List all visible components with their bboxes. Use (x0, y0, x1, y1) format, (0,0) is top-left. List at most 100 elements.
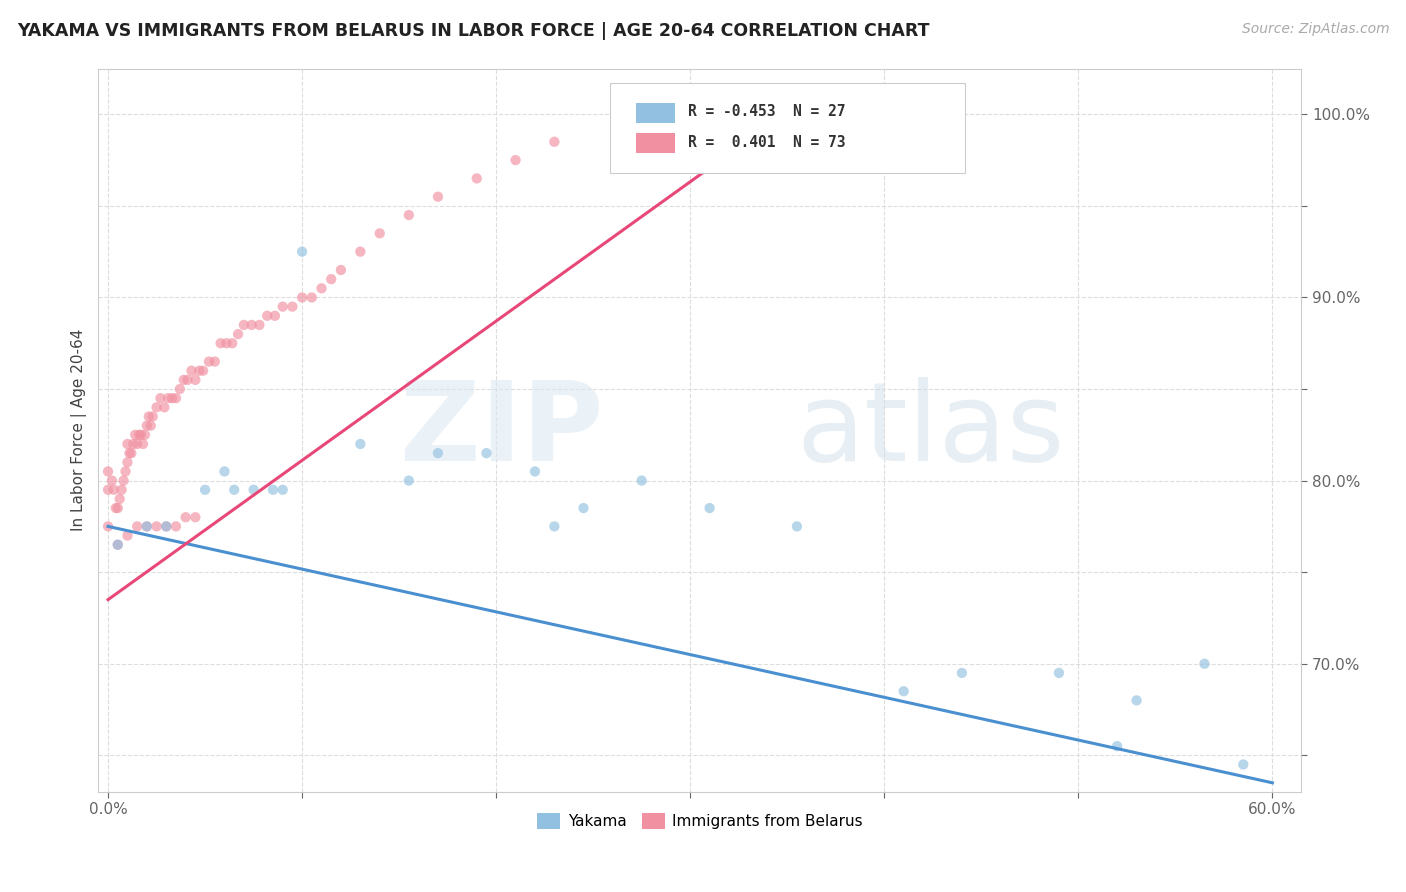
Point (204, 354, 226, 368)
Text: R = -0.453  N = 27: R = -0.453 N = 27 (688, 104, 845, 120)
Point (132, 437, 155, 451)
Point (135, 519, 157, 533)
Point (291, 244, 314, 259)
Bar (636, 103, 675, 123)
Point (107, 501, 129, 516)
Point (173, 373, 195, 387)
Point (572, 501, 595, 516)
Text: Source: ZipAtlas.com: Source: ZipAtlas.com (1241, 22, 1389, 37)
Point (398, 474, 420, 488)
Text: ZIP: ZIP (401, 376, 603, 483)
Point (104, 501, 127, 516)
Point (329, 263, 352, 277)
Point (249, 318, 271, 332)
Point (1047, 665, 1070, 680)
Legend: Yakama, Immigrants from Belarus: Yakama, Immigrants from Belarus (531, 806, 869, 835)
Point (1232, 757, 1254, 772)
Point (180, 364, 202, 378)
Point (271, 483, 294, 497)
Point (101, 474, 124, 488)
Text: atlas: atlas (796, 376, 1064, 483)
Point (242, 483, 264, 497)
Point (149, 391, 172, 405)
Point (1107, 739, 1129, 754)
Point (176, 373, 198, 387)
Point (138, 409, 160, 424)
Text: R =  0.401  N = 73: R = 0.401 N = 73 (688, 135, 845, 150)
Point (111, 483, 134, 497)
Point (232, 318, 254, 332)
Point (426, 190, 449, 204)
Point (97, 519, 120, 533)
Point (184, 373, 207, 387)
Point (214, 465, 236, 479)
Point (134, 427, 156, 442)
Point (169, 382, 191, 396)
Point (117, 528, 139, 542)
Point (215, 336, 238, 351)
Point (108, 491, 131, 506)
Point (165, 519, 187, 533)
Point (142, 409, 165, 424)
Point (543, 135, 565, 149)
Point (505, 153, 527, 167)
FancyBboxPatch shape (610, 83, 965, 173)
Point (117, 455, 139, 469)
Point (128, 427, 150, 442)
Point (129, 427, 152, 442)
Point (271, 300, 294, 314)
Point (209, 336, 232, 351)
Point (256, 309, 278, 323)
Point (893, 684, 915, 698)
Point (191, 364, 214, 378)
Point (174, 510, 197, 524)
Point (786, 519, 808, 533)
Point (301, 290, 323, 304)
Point (120, 446, 142, 460)
Point (155, 519, 177, 533)
Point (349, 437, 371, 451)
Point (118, 446, 141, 460)
Point (398, 208, 420, 222)
Point (194, 483, 217, 497)
Point (145, 401, 167, 415)
Point (281, 300, 304, 314)
Point (523, 465, 546, 479)
Point (155, 519, 177, 533)
Point (97, 465, 120, 479)
Point (1194, 657, 1216, 671)
Point (124, 427, 146, 442)
Point (475, 446, 498, 460)
Point (122, 437, 145, 451)
Point (262, 483, 284, 497)
Y-axis label: In Labor Force | Age 20-64: In Labor Force | Age 20-64 (72, 329, 87, 532)
Point (160, 391, 183, 405)
Point (103, 483, 125, 497)
Point (950, 665, 973, 680)
Point (157, 391, 180, 405)
Point (188, 364, 211, 378)
Point (630, 474, 652, 488)
Bar (636, 133, 675, 153)
Point (165, 391, 187, 405)
Point (291, 290, 314, 304)
Point (145, 519, 167, 533)
Point (107, 538, 129, 552)
Point (543, 519, 565, 533)
Point (368, 227, 391, 241)
Point (135, 519, 157, 533)
Point (127, 519, 149, 533)
Point (97, 483, 120, 497)
Point (117, 437, 139, 451)
Point (135, 418, 157, 433)
Point (114, 465, 136, 479)
Text: YAKAMA VS IMMIGRANTS FROM BELARUS IN LABOR FORCE | AGE 20-64 CORRELATION CHART: YAKAMA VS IMMIGRANTS FROM BELARUS IN LAB… (17, 22, 929, 40)
Point (107, 538, 129, 552)
Point (264, 309, 287, 323)
Point (198, 354, 221, 368)
Point (226, 327, 249, 342)
Point (699, 501, 721, 516)
Point (349, 244, 371, 259)
Point (1125, 693, 1147, 707)
Point (321, 272, 343, 286)
